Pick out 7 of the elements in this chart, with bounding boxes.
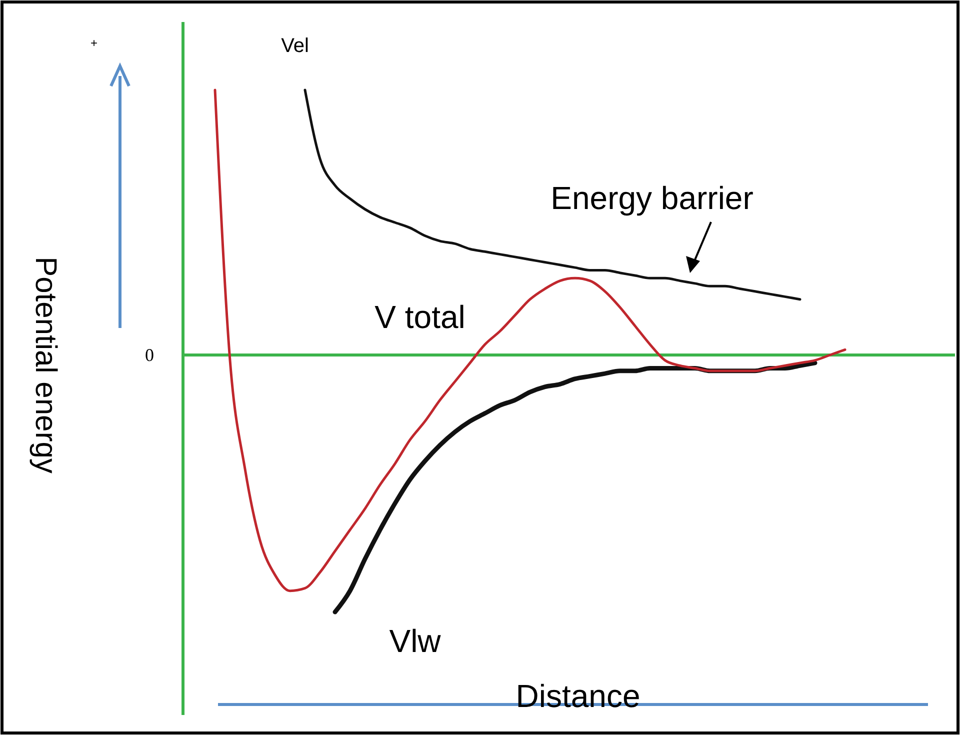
series-label: V total bbox=[374, 299, 466, 335]
ref-line-label: 0 bbox=[145, 345, 154, 365]
annotation: Energy barrier bbox=[550, 180, 754, 216]
text: + bbox=[90, 36, 98, 50]
y-axis-title: Potential energy bbox=[29, 256, 62, 474]
series-label: Vel bbox=[281, 35, 309, 57]
series-label: Vlw bbox=[389, 623, 442, 659]
